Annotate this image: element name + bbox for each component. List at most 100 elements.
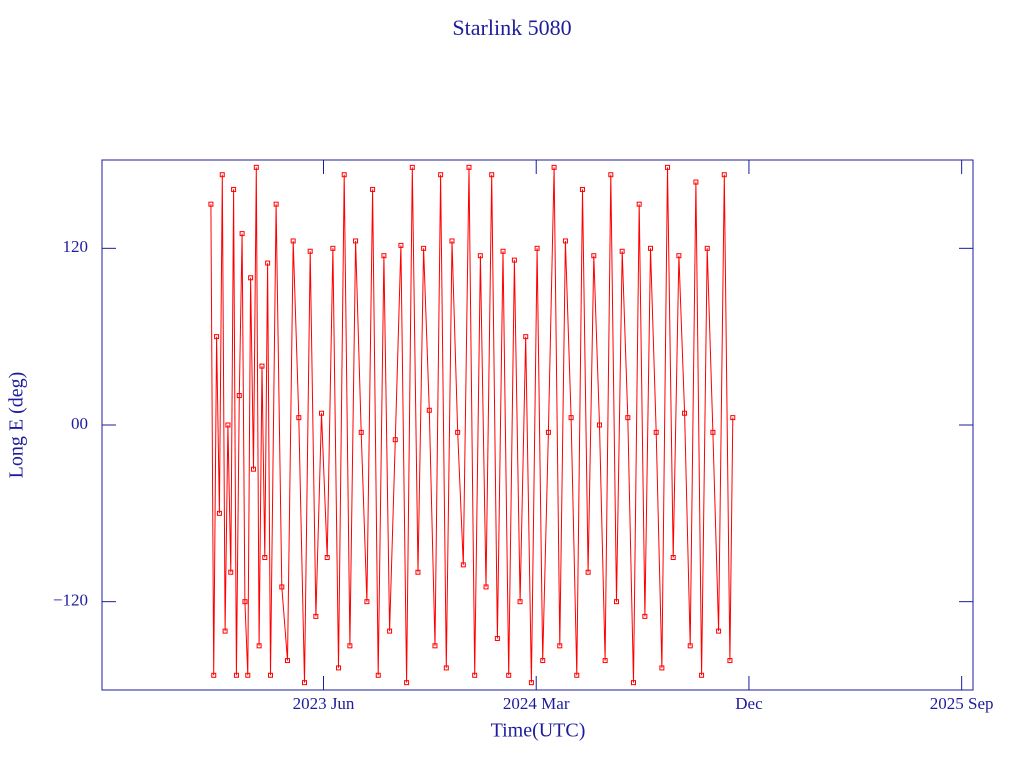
y-tick-label: 120 (63, 237, 89, 256)
data-point (370, 186, 376, 192)
x-tick-label: 2024 Mar (503, 694, 570, 713)
data-point (460, 562, 466, 568)
data-point (619, 248, 625, 254)
data-point (211, 672, 217, 678)
data-point (631, 680, 637, 686)
data-point (358, 429, 364, 435)
data-point (562, 238, 568, 244)
data-point (426, 407, 432, 413)
data-point (579, 186, 585, 192)
data-point (415, 569, 421, 575)
data-point (256, 643, 262, 649)
data-point (296, 415, 302, 421)
y-tick-label: −120 (53, 591, 88, 610)
data-point (432, 643, 438, 649)
x-axis-label: Time(UTC) (491, 720, 586, 742)
data-point (353, 238, 359, 244)
data-point (404, 680, 410, 686)
data-point (665, 164, 671, 170)
data-point (290, 238, 296, 244)
data-point (409, 164, 415, 170)
data-point (279, 584, 285, 590)
data-point (517, 599, 523, 605)
data-point (676, 253, 682, 259)
data-point (449, 238, 455, 244)
data-point (687, 643, 693, 649)
data-point (324, 555, 330, 560)
data-point (704, 245, 710, 251)
data-point (438, 172, 444, 178)
chart-title: Starlink 5080 (452, 15, 571, 40)
data-point (489, 172, 495, 178)
data-point (347, 643, 353, 649)
data-point (523, 334, 529, 340)
data-point (699, 672, 705, 678)
data-point (273, 201, 279, 207)
data-point (545, 429, 551, 435)
data-point (242, 599, 248, 605)
data-point (319, 410, 325, 416)
data-point (398, 242, 404, 248)
data-point (670, 555, 676, 560)
data-point (233, 672, 239, 678)
series-line (210, 167, 734, 683)
data-point (219, 172, 225, 178)
data-point (245, 672, 251, 678)
data-point (443, 665, 449, 671)
data-point (341, 172, 347, 178)
data-point (653, 429, 659, 435)
data-point (387, 628, 393, 634)
data-point (613, 599, 619, 605)
data-point (636, 201, 642, 207)
data-point (248, 275, 254, 281)
data-point (540, 658, 546, 664)
data-point (253, 164, 259, 170)
data-point (477, 253, 483, 259)
data-point (262, 555, 268, 560)
data-point (364, 599, 370, 605)
data-point (642, 613, 648, 619)
x-tick-label: 2023 Jun (293, 694, 355, 713)
data-point (528, 680, 534, 686)
data-point (710, 429, 716, 435)
data-point (693, 179, 699, 185)
data-point (511, 257, 517, 263)
data-point (625, 415, 631, 421)
data-point (381, 253, 387, 259)
data-point (568, 415, 574, 421)
data-point (500, 248, 506, 254)
data-point (455, 429, 461, 435)
data-point (551, 164, 557, 170)
data-point (421, 245, 427, 251)
data-point (222, 628, 228, 634)
data-point (208, 201, 214, 207)
data-point (239, 231, 245, 237)
x-tick-label: Dec (735, 694, 763, 713)
data-point (585, 569, 591, 575)
data-point (659, 665, 665, 671)
data-point (313, 613, 319, 619)
data-point (602, 658, 608, 664)
data-point (682, 410, 688, 416)
data-point (596, 422, 602, 428)
data-point (506, 672, 512, 678)
data-point (534, 245, 540, 251)
y-tick-label: 00 (71, 414, 88, 433)
data-point (472, 672, 478, 678)
data-point (265, 260, 271, 266)
data-point (250, 466, 256, 472)
data-point (608, 172, 614, 178)
data-point (392, 437, 398, 443)
data-point (330, 245, 336, 251)
data-point (228, 569, 234, 575)
data-point (231, 186, 237, 192)
data-point (494, 635, 500, 641)
data-point (307, 248, 313, 254)
data-point (236, 393, 242, 399)
data-point (557, 643, 563, 649)
data-point (225, 422, 231, 428)
data-point (214, 334, 220, 340)
data-point (216, 510, 222, 516)
data-point (259, 363, 265, 369)
